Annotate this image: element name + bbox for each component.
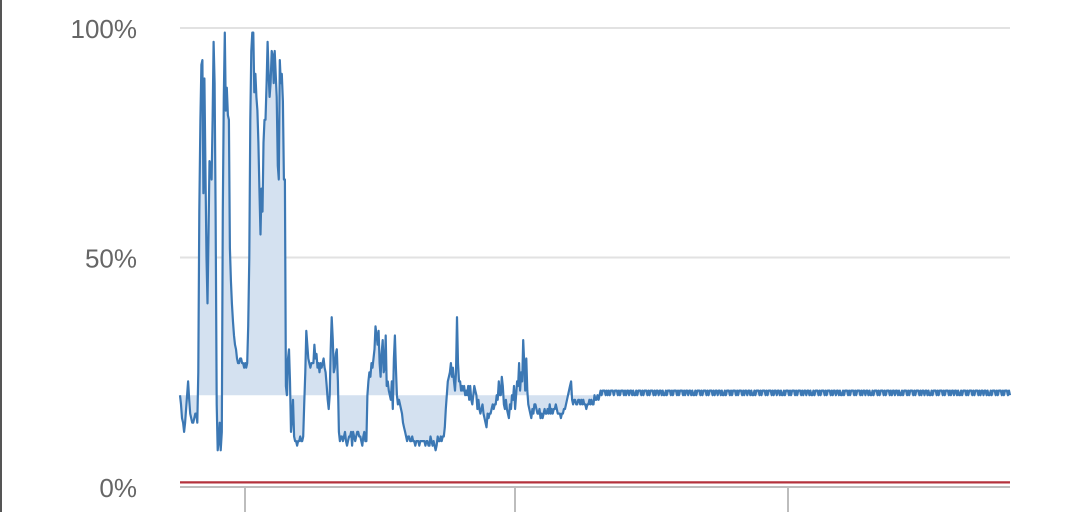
x-axis xyxy=(244,488,789,512)
gridlines xyxy=(180,27,1010,488)
y-axis-labels: 0% 50% 100% xyxy=(71,14,138,503)
frame-edge xyxy=(0,0,2,512)
y-tick-label: 100% xyxy=(71,14,138,44)
series-lines xyxy=(178,31,1012,484)
series-0-line xyxy=(178,31,1012,452)
y-tick-label: 0% xyxy=(99,473,137,503)
y-tick-label: 50% xyxy=(85,244,137,274)
